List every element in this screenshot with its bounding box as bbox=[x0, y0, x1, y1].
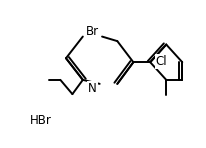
Text: Cl: Cl bbox=[155, 55, 166, 68]
Text: Br: Br bbox=[85, 25, 98, 38]
Text: N: N bbox=[88, 82, 96, 95]
Text: HBr: HBr bbox=[30, 114, 52, 127]
